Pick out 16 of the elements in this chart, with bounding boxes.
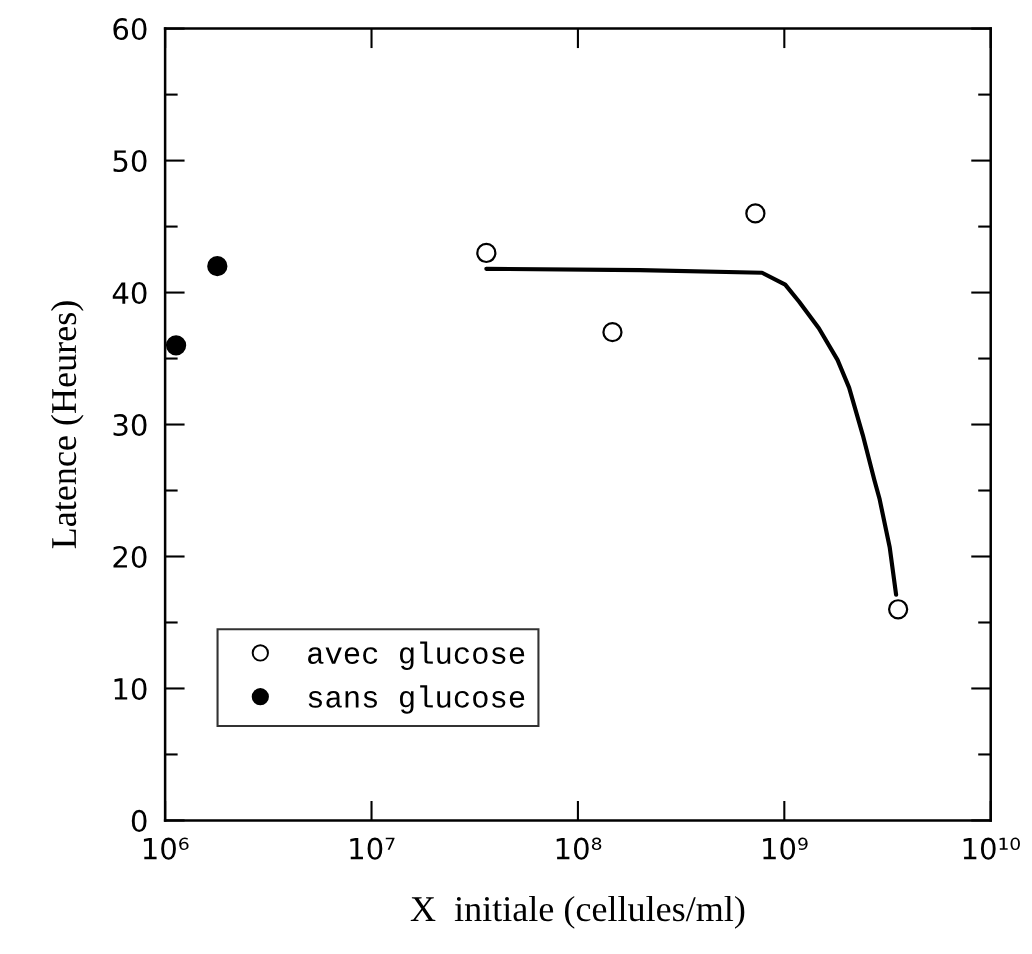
legend-label: sans glucose bbox=[308, 685, 525, 714]
x-axis-title: X initiale (cellules/ml) bbox=[410, 895, 745, 929]
x-tick-label: 10¹⁰ bbox=[963, 837, 1020, 860]
y-tick-label: 30 bbox=[113, 413, 147, 437]
x-tick-label: 10⁹ bbox=[763, 837, 808, 860]
y-tick-label: 20 bbox=[113, 545, 147, 568]
y-axis-title: Latence (Heures) bbox=[50, 301, 84, 549]
x-tick-label: 10⁷ bbox=[350, 837, 395, 860]
y-tick-label: 0 bbox=[131, 809, 147, 832]
y-tick-label: 50 bbox=[113, 150, 147, 173]
y-tick-label: 10 bbox=[114, 677, 147, 700]
y-tick-label: 40 bbox=[112, 281, 147, 305]
x-tick-label: 10⁶ bbox=[143, 837, 189, 860]
legend-label: avec glucose bbox=[308, 641, 525, 670]
y-tick-label: 60 bbox=[113, 18, 147, 41]
x-tick-label: 10⁸ bbox=[556, 837, 602, 860]
